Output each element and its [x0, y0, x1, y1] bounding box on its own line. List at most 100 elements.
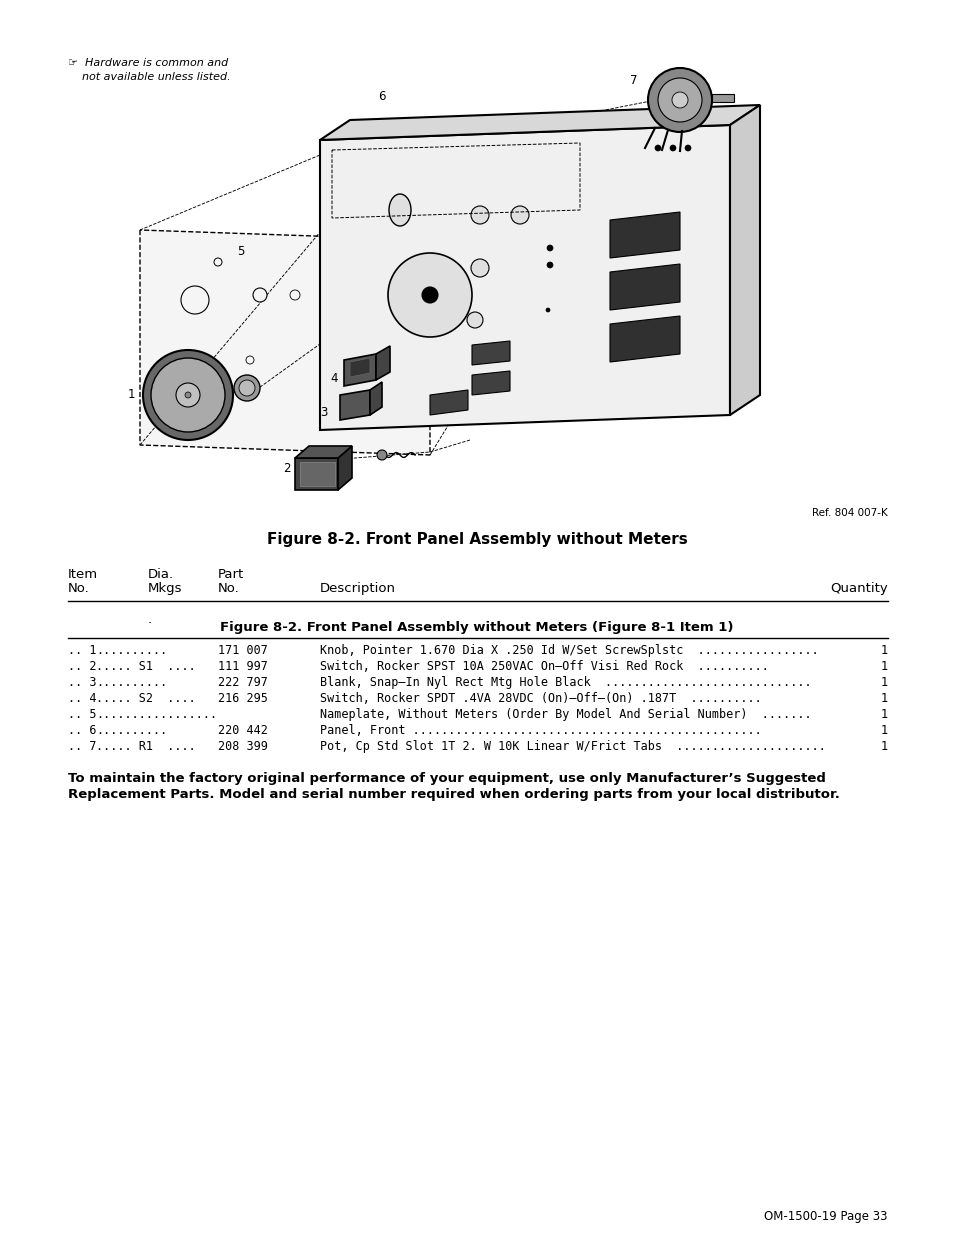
Circle shape — [545, 308, 550, 312]
Text: not available unless listed.: not available unless listed. — [68, 72, 231, 82]
Polygon shape — [472, 370, 510, 395]
Text: 4: 4 — [330, 372, 337, 385]
Circle shape — [546, 262, 553, 268]
Polygon shape — [140, 230, 430, 454]
Polygon shape — [344, 354, 375, 387]
Polygon shape — [472, 341, 510, 366]
Circle shape — [511, 206, 529, 224]
Text: Dia.: Dia. — [148, 568, 174, 580]
Text: 7: 7 — [629, 74, 637, 86]
Text: 220 442: 220 442 — [218, 724, 268, 737]
Text: 1: 1 — [880, 724, 887, 737]
Text: OM-1500-19 Page 33: OM-1500-19 Page 33 — [763, 1210, 887, 1223]
Circle shape — [421, 287, 437, 303]
Circle shape — [376, 450, 387, 459]
Text: .: . — [148, 613, 152, 626]
Bar — [711, 94, 733, 103]
Text: ..... R1  ....: ..... R1 .... — [96, 740, 195, 753]
Text: Panel, Front .................................................: Panel, Front ...........................… — [319, 724, 760, 737]
Circle shape — [671, 91, 687, 107]
Text: .................: ................. — [96, 708, 217, 721]
Polygon shape — [350, 358, 370, 377]
Text: 111 997: 111 997 — [218, 659, 268, 673]
Text: Description: Description — [319, 582, 395, 595]
Text: Part: Part — [218, 568, 244, 580]
Text: 1: 1 — [880, 659, 887, 673]
Text: ..........: .......... — [96, 676, 167, 689]
Circle shape — [655, 144, 660, 151]
Text: 208 399: 208 399 — [218, 740, 268, 753]
Circle shape — [290, 290, 299, 300]
Circle shape — [239, 380, 254, 396]
Text: To maintain the factory original performance of your equipment, use only Manufac: To maintain the factory original perform… — [68, 772, 825, 785]
Text: 2: 2 — [283, 462, 291, 475]
Polygon shape — [339, 390, 370, 420]
Circle shape — [546, 245, 553, 251]
Text: 1: 1 — [128, 388, 135, 401]
Text: Figure 8-2. Front Panel Assembly without Meters: Figure 8-2. Front Panel Assembly without… — [266, 532, 687, 547]
Text: 1: 1 — [880, 643, 887, 657]
Circle shape — [186, 351, 204, 369]
Polygon shape — [729, 105, 760, 415]
Text: ..... S2  ....: ..... S2 .... — [96, 692, 195, 705]
Polygon shape — [319, 105, 760, 140]
Text: .. 7: .. 7 — [68, 740, 96, 753]
Polygon shape — [294, 458, 337, 490]
Circle shape — [151, 358, 225, 432]
Polygon shape — [609, 212, 679, 258]
Text: 3: 3 — [319, 406, 327, 419]
Text: .. 6: .. 6 — [68, 724, 96, 737]
Circle shape — [188, 387, 195, 394]
Circle shape — [181, 287, 209, 314]
Text: .. 4: .. 4 — [68, 692, 96, 705]
Polygon shape — [609, 264, 679, 310]
Text: 216 295: 216 295 — [218, 692, 268, 705]
Text: Figure 8-2. Front Panel Assembly without Meters (Figure 8-1 Item 1): Figure 8-2. Front Panel Assembly without… — [220, 621, 733, 634]
Circle shape — [143, 350, 233, 440]
Circle shape — [388, 253, 472, 337]
Polygon shape — [337, 446, 352, 490]
Text: 171 007: 171 007 — [218, 643, 268, 657]
Text: Mkgs: Mkgs — [148, 582, 182, 595]
Text: Item: Item — [68, 568, 98, 580]
Polygon shape — [375, 346, 390, 380]
Ellipse shape — [389, 194, 411, 226]
Circle shape — [246, 356, 253, 364]
Circle shape — [253, 288, 267, 303]
Text: Nameplate, Without Meters (Order By Model And Serial Number)  .......: Nameplate, Without Meters (Order By Mode… — [319, 708, 811, 721]
Polygon shape — [319, 125, 729, 430]
Text: ☞  Hardware is common and: ☞ Hardware is common and — [68, 58, 228, 68]
Text: Replacement Parts. Model and serial number required when ordering parts from you: Replacement Parts. Model and serial numb… — [68, 788, 839, 802]
Text: ..........: .......... — [96, 724, 167, 737]
Text: Switch, Rocker SPDT .4VA 28VDC (On)–Off–(On) .187T  ..........: Switch, Rocker SPDT .4VA 28VDC (On)–Off–… — [319, 692, 760, 705]
Polygon shape — [609, 316, 679, 362]
Text: ..... S1  ....: ..... S1 .... — [96, 659, 195, 673]
Text: No.: No. — [218, 582, 239, 595]
Text: No.: No. — [68, 582, 90, 595]
Circle shape — [233, 375, 260, 401]
Circle shape — [471, 259, 489, 277]
Polygon shape — [430, 390, 468, 415]
Circle shape — [185, 391, 191, 398]
Circle shape — [669, 144, 676, 151]
Text: 6: 6 — [377, 90, 385, 103]
Text: Knob, Pointer 1.670 Dia X .250 Id W/Set ScrewSplstc  .................: Knob, Pointer 1.670 Dia X .250 Id W/Set … — [319, 643, 818, 657]
Text: Switch, Rocker SPST 10A 250VAC On–Off Visi Red Rock  ..........: Switch, Rocker SPST 10A 250VAC On–Off Vi… — [319, 659, 768, 673]
Polygon shape — [370, 382, 381, 415]
Text: 222 797: 222 797 — [218, 676, 268, 689]
Circle shape — [213, 258, 222, 266]
Text: .. 1: .. 1 — [68, 643, 96, 657]
Text: ..........: .......... — [96, 643, 167, 657]
Text: Quantity: Quantity — [829, 582, 887, 595]
Polygon shape — [294, 446, 352, 458]
Text: .. 2: .. 2 — [68, 659, 96, 673]
Circle shape — [471, 206, 489, 224]
Polygon shape — [299, 462, 335, 487]
Circle shape — [647, 68, 711, 132]
Text: 1: 1 — [880, 676, 887, 689]
Text: .. 5: .. 5 — [68, 708, 96, 721]
Circle shape — [684, 144, 690, 151]
Circle shape — [658, 78, 701, 122]
Text: 1: 1 — [880, 708, 887, 721]
Text: Pot, Cp Std Slot 1T 2. W 10K Linear W/Frict Tabs  .....................: Pot, Cp Std Slot 1T 2. W 10K Linear W/Fr… — [319, 740, 825, 753]
